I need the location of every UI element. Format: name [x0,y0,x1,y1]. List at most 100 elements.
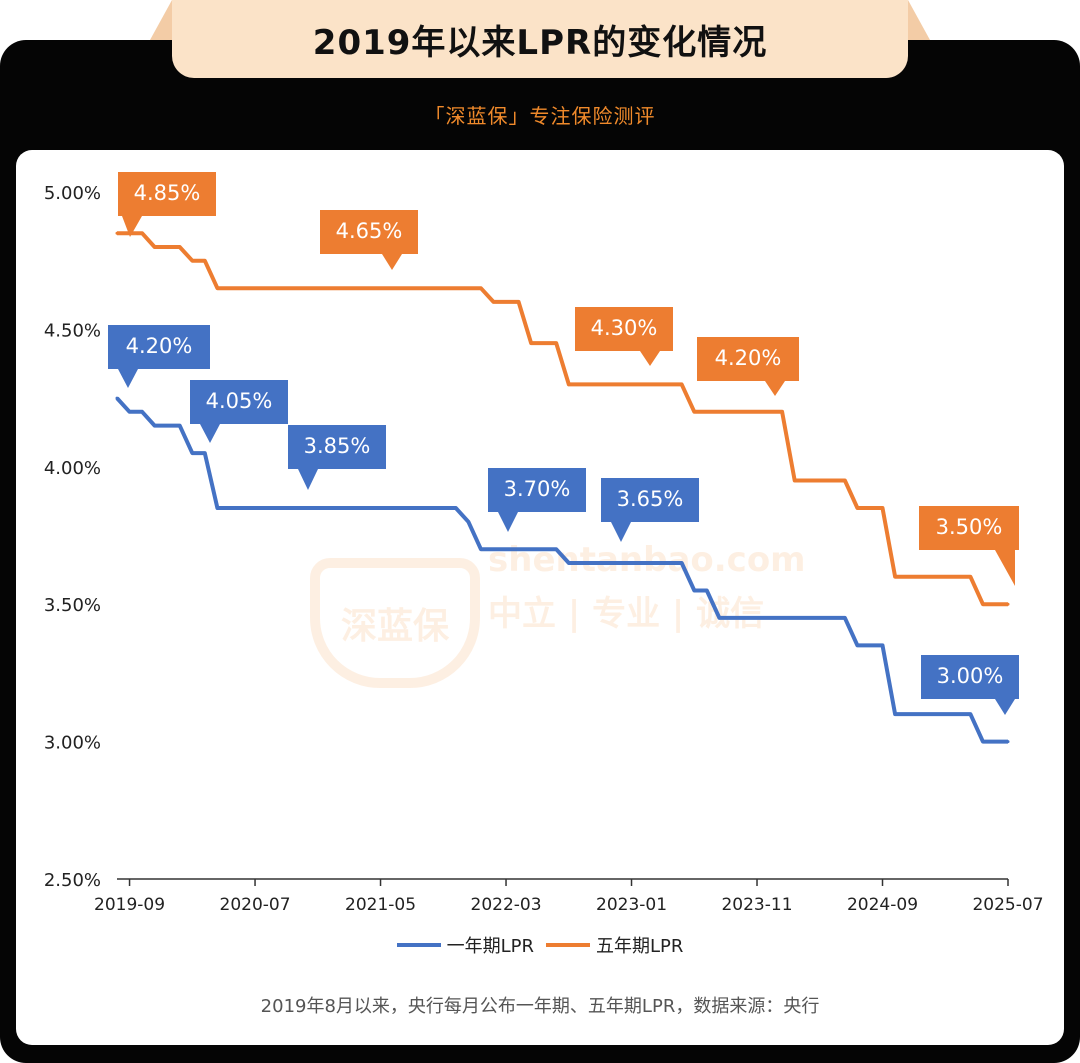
callout-label-one-year: 3.85% [304,434,371,458]
y-tick-label: 5.00% [44,183,101,204]
watermark-url: shentanbao.com [488,540,806,580]
data-point-five-year [968,575,972,579]
data-point-one-year [717,616,721,620]
legend-item-one-year[interactable]: 一年期LPR [396,932,534,958]
series-line-one-year [115,396,1008,744]
chart-card [16,150,1064,1045]
data-point-one-year [466,520,470,524]
data-point-five-year [567,382,571,386]
data-point-one-year [554,547,558,551]
data-point-five-year [153,245,157,249]
data-point-five-year [529,341,533,345]
data-point-five-year [981,602,985,606]
callout-five-year [320,210,418,270]
data-point-five-year [491,300,495,304]
callout-five-year [118,172,216,237]
callout-label-five-year: 4.20% [715,346,782,370]
legend-swatch-five-year [546,943,590,947]
data-point-one-year [153,424,157,428]
data-point-five-year [115,231,119,235]
data-point-five-year [190,259,194,263]
callout-five-year [575,307,673,366]
x-tick-label: 2020-07 [220,895,291,915]
callout-label-five-year: 4.30% [591,316,658,340]
y-tick-label: 4.50% [44,320,101,341]
data-point-five-year [178,245,182,249]
data-point-five-year [140,231,144,235]
callout-one-year [488,468,586,532]
series-line-five-year [117,231,1008,607]
data-point-one-year [454,506,458,510]
x-tick-label: 2023-01 [596,895,667,915]
callout-one-year [921,655,1019,715]
x-tick-label: 2023-11 [721,895,792,915]
callout-one-year [601,478,699,542]
title-tab-left-ear [150,0,172,40]
data-point-five-year [479,286,483,290]
data-point-five-year [215,286,219,290]
chart-legend: 一年期LPR 五年期LPR [0,932,1080,958]
subtitle: 「深蓝保」专注保险测评 [424,104,656,128]
page-title: 2019年以来LPR的变化情况 [172,0,908,78]
callout-one-year [288,425,386,490]
callout-one-year [108,325,210,388]
data-point-five-year [692,410,696,414]
legend-item-five-year[interactable]: 五年期LPR [546,932,683,958]
data-point-one-year [479,547,483,551]
data-point-five-year [780,410,784,414]
data-point-one-year [115,396,119,400]
legend-swatch-one-year [396,943,441,947]
legend-label-five-year: 五年期LPR [596,936,684,957]
chart-caption: 2019年8月以来，央行每月公布一年期、五年期LPR，数据来源：央行 [260,996,820,1017]
data-point-one-year [968,712,972,716]
callout-label-five-year: 4.85% [134,181,201,205]
data-point-one-year [128,410,132,414]
data-point-five-year [793,479,797,483]
callout-label-one-year: 3.70% [504,477,571,501]
data-point-one-year [692,588,696,592]
data-point-five-year [680,382,684,386]
data-point-one-year [981,740,985,744]
y-tick-label: 3.00% [44,733,101,754]
callout-one-year [190,380,288,443]
data-point-one-year [843,616,847,620]
data-point-one-year [567,561,571,565]
x-tick-label: 2024-09 [847,895,918,915]
callout-five-year [919,506,1019,586]
y-tick-label: 2.50% [44,870,101,891]
callout-label-five-year: 3.50% [936,515,1003,539]
watermark-logo: 深蓝保 [310,558,480,688]
x-tick-label: 2019-09 [94,895,165,915]
data-point-five-year [855,506,859,510]
callout-label-one-year: 4.05% [206,389,273,413]
data-point-one-year [215,506,219,510]
data-point-one-year [680,561,684,565]
data-point-one-year [855,643,859,647]
data-point-five-year [1006,602,1010,606]
x-tick-label: 2021-05 [345,895,416,915]
data-point-five-year [203,259,207,263]
x-tick-label: 2025-07 [972,895,1043,915]
data-point-five-year [165,245,169,249]
x-tick-label: 2022-03 [471,895,542,915]
data-point-one-year [178,424,182,428]
data-point-one-year [203,451,207,455]
data-point-five-year [517,300,521,304]
data-point-five-year [893,575,897,579]
data-point-five-year [881,506,885,510]
y-tick-label: 4.00% [44,458,101,479]
data-point-five-year [843,479,847,483]
data-point-one-year [1006,740,1010,744]
callout-five-year [697,337,799,396]
data-point-one-year [893,712,897,716]
data-point-one-year [190,451,194,455]
callout-label-five-year: 4.65% [336,219,403,243]
data-point-one-year [705,588,709,592]
y-tick-label: 3.50% [44,595,101,616]
data-point-one-year [165,424,169,428]
callout-label-one-year: 3.65% [617,487,684,511]
callout-label-one-year: 4.20% [126,334,193,358]
data-point-five-year [554,341,558,345]
data-point-one-year [881,643,885,647]
